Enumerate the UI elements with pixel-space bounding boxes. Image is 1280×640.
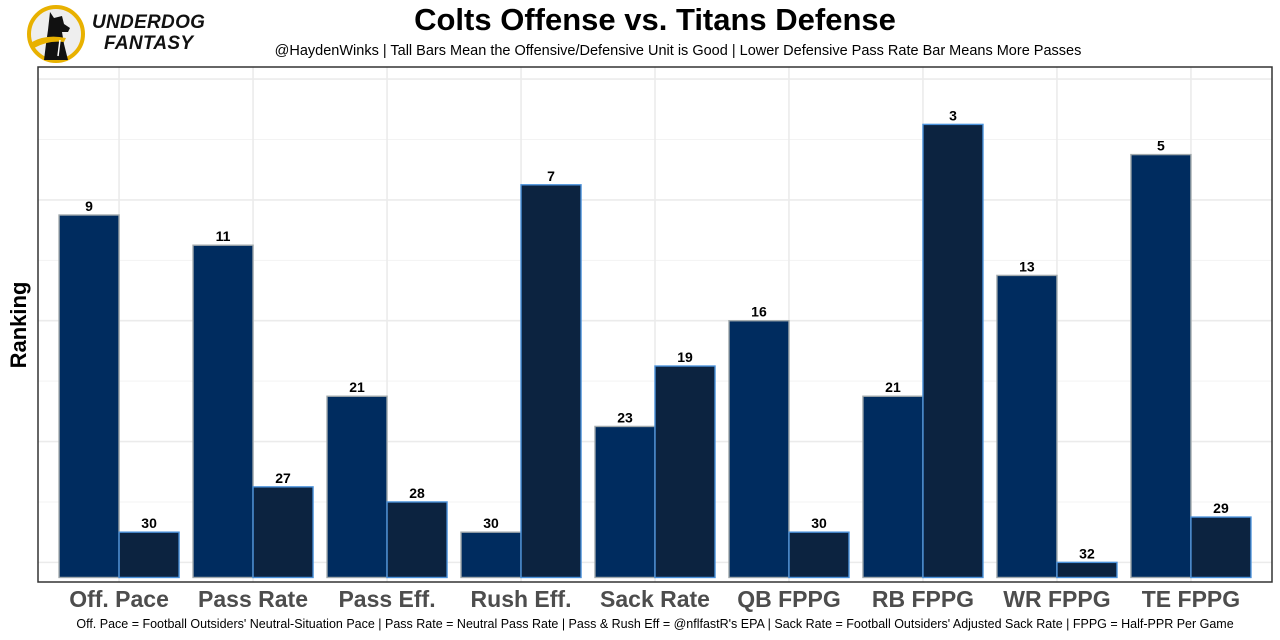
data-label: 9 xyxy=(85,198,93,214)
x-axis-ticks: Off. Pace Pass Rate Pass Eff. Rush Eff. Sack… xyxy=(69,586,1240,612)
data-label: 16 xyxy=(751,304,767,320)
bar-titans-defense xyxy=(386,501,448,579)
data-label: 27 xyxy=(275,470,291,486)
bar-titans-defense xyxy=(252,486,314,579)
logo-wordmark: UNDERDOG FANTASY xyxy=(92,12,205,54)
data-label: 32 xyxy=(1079,545,1095,561)
x-tick-label: QB FPPG xyxy=(737,586,841,612)
bars xyxy=(58,123,1252,579)
chart-title: Colts Offense vs. Titans Defense xyxy=(414,2,896,37)
x-tick-label: Pass Rate xyxy=(198,586,308,612)
bar-colts-offense xyxy=(58,214,120,579)
logo-line-1: UNDERDOG xyxy=(92,12,206,33)
data-label: 3 xyxy=(949,107,957,123)
x-tick-label: Rush Eff. xyxy=(471,586,572,612)
bar-colts-offense xyxy=(728,320,790,579)
dog-logo-icon xyxy=(27,5,85,63)
bar-titans-defense xyxy=(922,123,984,579)
bar-colts-offense xyxy=(326,395,388,579)
bar-titans-defense xyxy=(118,531,180,579)
data-label: 19 xyxy=(677,349,693,365)
data-labels: 9 11 21 30 23 16 21 13 5 30 27 28 7 19 30 3 32 29 xyxy=(85,107,1229,561)
chart-caption: Off. Pace = Football Outsiders' Neutral-… xyxy=(76,617,1234,631)
data-label: 13 xyxy=(1019,258,1035,274)
x-tick-label: RB FPPG xyxy=(872,586,974,612)
x-tick-label: WR FPPG xyxy=(1003,586,1110,612)
data-label: 21 xyxy=(349,379,365,395)
bar-titans-defense xyxy=(654,365,716,579)
x-tick-label: Pass Eff. xyxy=(338,586,435,612)
bar-colts-offense xyxy=(1130,153,1192,579)
bar-colts-offense xyxy=(192,244,254,579)
data-label: 30 xyxy=(811,515,827,531)
bar-colts-offense xyxy=(460,531,522,579)
plot-border xyxy=(37,66,1273,583)
data-label: 21 xyxy=(885,379,901,395)
bar-colts-offense xyxy=(996,274,1058,579)
data-label: 30 xyxy=(141,515,157,531)
bar-titans-defense xyxy=(788,531,850,579)
x-tick-label: TE FPPG xyxy=(1142,586,1240,612)
x-tick-label: Off. Pace xyxy=(69,586,169,612)
data-label: 5 xyxy=(1157,138,1165,154)
logo-line-2: FANTASY xyxy=(104,33,194,54)
underdog-fantasy-logo: UNDERDOG FANTASY xyxy=(24,2,224,66)
x-tick-label: Sack Rate xyxy=(600,586,710,612)
data-label: 28 xyxy=(409,485,425,501)
chart-subtitle: @HaydenWinks | Tall Bars Mean the Offens… xyxy=(274,43,1082,59)
bar-titans-defense xyxy=(1190,516,1252,579)
bar-titans-defense xyxy=(1056,561,1118,579)
data-label: 29 xyxy=(1213,500,1229,516)
data-label: 11 xyxy=(216,228,231,244)
bar-colts-offense xyxy=(594,425,656,579)
bar-titans-defense xyxy=(520,184,582,579)
bar-colts-offense xyxy=(862,395,924,579)
data-label: 23 xyxy=(617,409,633,425)
data-label: 7 xyxy=(547,168,555,184)
data-label: 30 xyxy=(483,515,499,531)
